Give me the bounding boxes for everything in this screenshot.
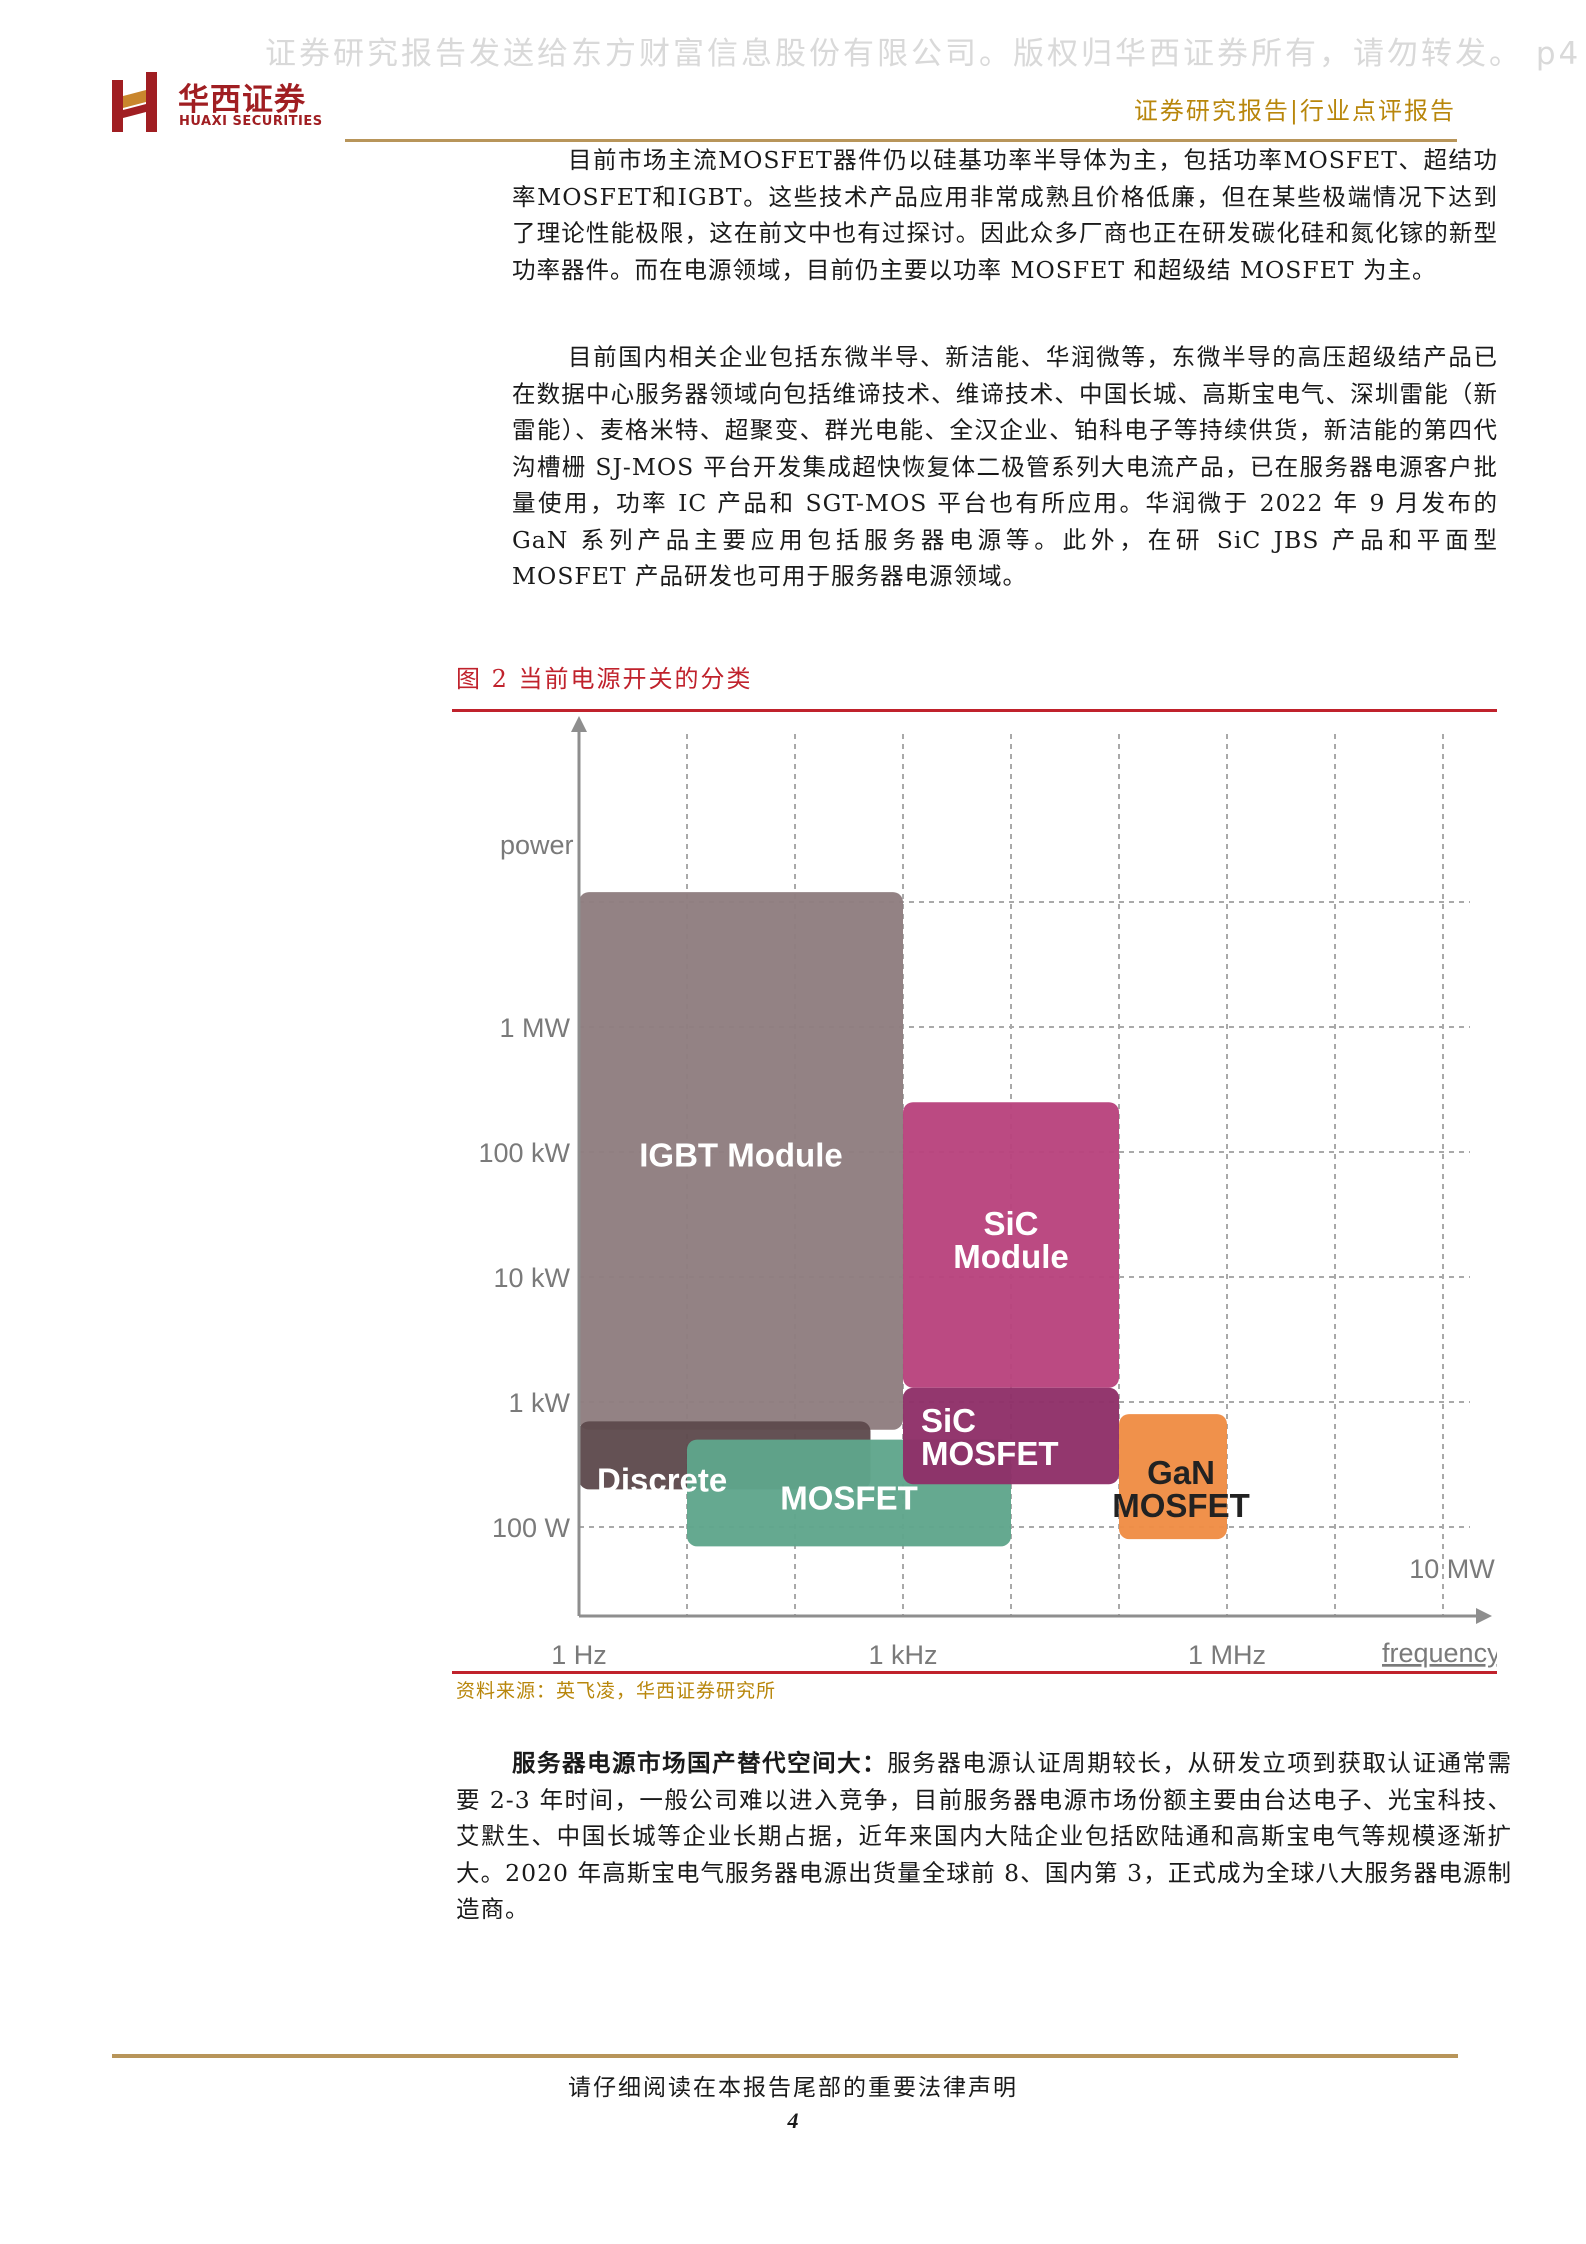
region-label-sic-module: SiC bbox=[983, 1205, 1038, 1242]
figure-source: 资料来源：英飞凌，华西证券研究所 bbox=[456, 1680, 777, 1702]
region-label-discrete-igbt: Discrete bbox=[597, 1461, 727, 1498]
region-label-sic-mosfet: MOSFET bbox=[921, 1435, 1059, 1472]
region-label-mosfet: MOSFET bbox=[780, 1480, 918, 1517]
region-igbt-module bbox=[579, 892, 903, 1430]
region-sic-module bbox=[903, 1102, 1119, 1388]
region-sic-mosfet bbox=[903, 1387, 1119, 1485]
footer-rule bbox=[112, 2054, 1458, 2058]
chart-regions bbox=[579, 892, 1227, 1547]
y-tick-label: 1 MW bbox=[500, 1013, 571, 1043]
figure-rule-bottom bbox=[452, 1671, 1497, 1674]
region-label-sic-module: Module bbox=[953, 1238, 1068, 1275]
huaxi-logo-icon bbox=[112, 72, 157, 132]
page-number: 4 bbox=[787, 2108, 799, 2133]
paragraph-lead: 服务器电源市场国产替代空间大： bbox=[512, 1749, 888, 1777]
report-type: 证券研究报告|行业点评报告 bbox=[1133, 97, 1456, 125]
figure-rule-top bbox=[452, 709, 1497, 712]
region-label-gan-mosfet: MOSFET bbox=[1112, 1487, 1250, 1524]
x-axis-arrow bbox=[1476, 1608, 1492, 1624]
logo-name-cn: 华西证券 bbox=[178, 82, 306, 118]
y-axis-arrow bbox=[571, 716, 587, 732]
y-tick-label: 10 kW bbox=[493, 1263, 570, 1293]
x-tick-label: 1 kHz bbox=[868, 1640, 937, 1669]
region-label-sic-mosfet: SiC bbox=[921, 1402, 976, 1439]
x-axis-label: frequency bbox=[1382, 1638, 1497, 1668]
company-logo: 华西证券 HUAXI SECURITIES bbox=[112, 72, 332, 142]
y-tick-label: 1 kW bbox=[508, 1388, 570, 1418]
paragraph-server-power-market: 服务器电源市场国产替代空间大：服务器电源认证周期较长，从研发立项到获取认证通常需… bbox=[456, 1745, 1512, 1928]
power-switch-classification-chart: power 1 MW 100 kW 10 kW 1 kW 100 W 1 Hz 1 kHz 1 … bbox=[478, 716, 1497, 1669]
region-gan-mosfet bbox=[1119, 1414, 1227, 1540]
y-tick-label: 100 W bbox=[492, 1513, 571, 1543]
region-label-gan-mosfet: GaN bbox=[1147, 1454, 1215, 1491]
logo-name-en: HUAXI SECURITIES bbox=[179, 114, 323, 129]
watermark: 证券研究报告发送给东方财富信息股份有限公司。版权归华西证券所有，请勿转发。 p4 bbox=[265, 36, 1582, 72]
chart-axes: power 1 MW 100 kW 10 kW 1 kW 100 W 1 Hz 1 kHz 1 … bbox=[478, 716, 1497, 1669]
region-label-igbt-module: IGBT Module bbox=[639, 1136, 842, 1173]
paragraph-body: 服务器电源认证周期较长，从研发立项到获取认证通常需要 2-3 年时间，一般公司难… bbox=[456, 1749, 1513, 1923]
paragraph-mainstream-mosfet: 目前市场主流MOSFET器件仍以硅基功率半导体为主，包括功率MOSFET、超结功… bbox=[512, 146, 1498, 284]
x-tick-label: 1 MHz bbox=[1188, 1640, 1266, 1669]
header-rule bbox=[345, 139, 1457, 142]
annotation-10mw: 10 MW bbox=[1409, 1554, 1495, 1584]
figure-title: 图 2 当前电源开关的分类 bbox=[456, 665, 753, 693]
y-axis-label: power bbox=[500, 830, 574, 860]
paragraph-domestic-companies: 目前国内相关企业包括东微半导、新洁能、华润微等，东微半导的高压超级结产品已在数据… bbox=[512, 343, 1498, 590]
x-tick-label: 1 Hz bbox=[551, 1640, 607, 1669]
region-label-discrete-igbt: IGBT bbox=[597, 1494, 676, 1531]
legal-notice: 请仔细阅读在本报告尾部的重要法律声明 bbox=[568, 2075, 1018, 2101]
y-tick-label: 100 kW bbox=[478, 1138, 570, 1168]
